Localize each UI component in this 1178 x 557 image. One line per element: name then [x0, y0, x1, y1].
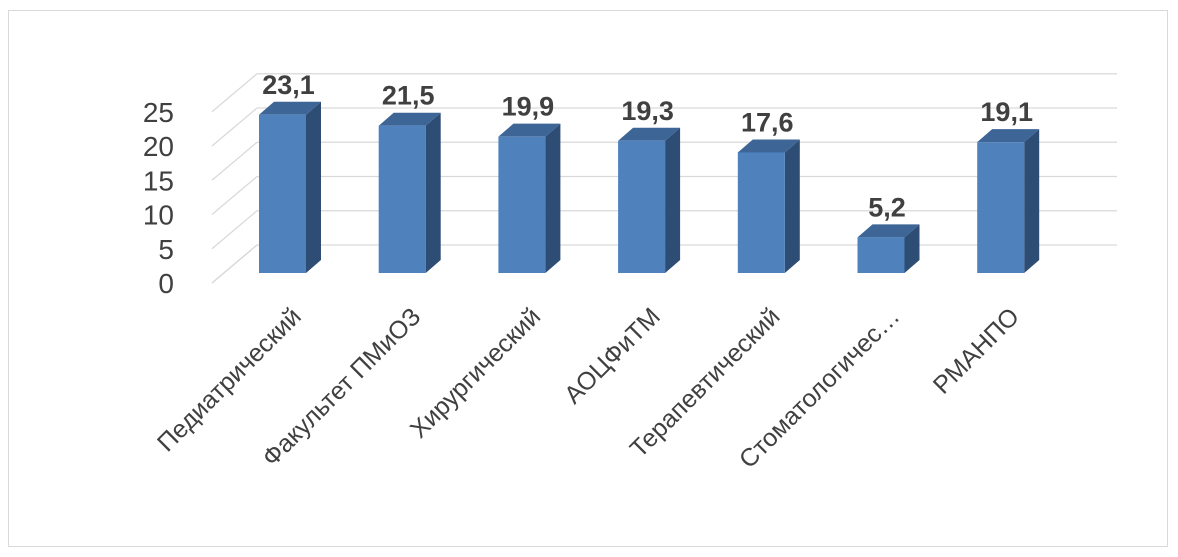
category-label: Хирургический [405, 302, 546, 443]
bar [259, 101, 321, 273]
y-tick-label: 10 [143, 200, 174, 231]
gridline [211, 176, 258, 215]
gridline [211, 73, 258, 113]
bar-side [545, 123, 561, 273]
y-tick-label: 5 [158, 234, 174, 265]
y-tick-label: 0 [158, 268, 174, 299]
bar [857, 224, 920, 273]
bar-front [378, 125, 426, 273]
bar [498, 123, 561, 273]
floor-edge [211, 244, 258, 284]
bar-front [857, 237, 905, 273]
bar-top [857, 224, 920, 238]
bar-front [618, 140, 666, 273]
data-label: 17,6 [741, 107, 794, 137]
gridline [211, 141, 258, 181]
bar [977, 129, 1040, 273]
data-labels: 23,1 21,5 19,9 19,3 17,6 5,2 19,1 [262, 70, 1033, 223]
data-label: 19,1 [980, 97, 1033, 127]
bar-side [425, 112, 441, 273]
bar-side [784, 139, 800, 273]
data-label: 19,3 [621, 96, 674, 126]
bar [618, 127, 681, 273]
gridline [211, 210, 258, 250]
gridline [211, 107, 258, 147]
bar-top [498, 123, 561, 137]
bar-side [665, 127, 681, 273]
bar-top [977, 129, 1040, 143]
bar-top [259, 101, 321, 115]
y-tick-label: 15 [143, 165, 174, 196]
bar-top [737, 139, 800, 153]
data-label: 19,9 [502, 92, 555, 122]
bar-side [306, 101, 321, 273]
bar [737, 139, 800, 273]
chart-frame [8, 10, 1168, 547]
y-tick-label: 20 [143, 131, 174, 162]
bar-front [498, 136, 546, 273]
bar-front [259, 114, 306, 273]
bar-side [904, 224, 920, 273]
bar-top [618, 127, 681, 141]
data-label: 23,1 [262, 70, 315, 100]
y-tick-label: 25 [143, 97, 174, 128]
bar-side [1024, 129, 1040, 273]
data-label: 5,2 [868, 192, 906, 222]
bar [378, 112, 441, 273]
category-label: РМАНПО [928, 302, 1025, 399]
category-label: АОЦФиТМ [559, 302, 666, 409]
bar-top [378, 112, 441, 126]
data-label: 21,5 [382, 81, 435, 111]
bar-front [737, 152, 785, 273]
bars [259, 101, 1040, 273]
bar-front [977, 142, 1025, 273]
